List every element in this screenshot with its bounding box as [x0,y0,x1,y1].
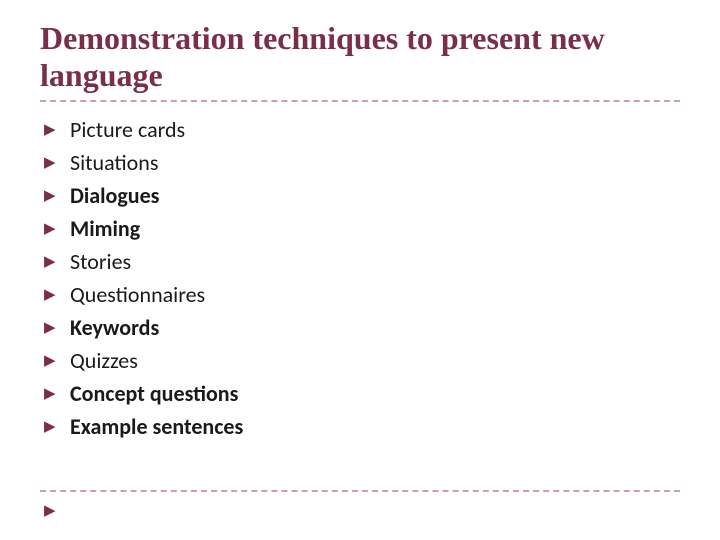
list-item: ▶ Situations [44,149,680,176]
list-item: ▶ Picture cards [44,116,680,143]
list-item: ▶ Quizzes [44,347,680,374]
list-item: ▶ Stories [44,248,680,275]
list-item: ▶ Concept questions [44,380,680,407]
techniques-list: ▶ Picture cards ▶ Situations ▶ Dialogues… [40,116,680,440]
bullet-icon: ▶ [44,186,56,205]
bullet-icon: ▶ [44,501,56,520]
list-item: ▶ Questionnaires [44,281,680,308]
list-item-label: Miming [70,215,140,242]
bullet-icon: ▶ [44,219,56,238]
bullet-icon: ▶ [44,318,56,337]
list-item-label: Situations [70,149,158,176]
bullet-icon: ▶ [44,285,56,304]
list-item: ▶ Miming [44,215,680,242]
bottom-divider [40,490,680,492]
bullet-icon: ▶ [44,153,56,172]
bullet-icon: ▶ [44,252,56,271]
list-item-label: Questionnaires [70,281,205,308]
bullet-icon: ▶ [44,417,56,436]
bullet-icon: ▶ [44,351,56,370]
bullet-icon: ▶ [44,120,56,139]
list-item-label: Example sentences [70,413,243,440]
list-item: ▶ Example sentences [44,413,680,440]
list-item-label: Dialogues [70,182,159,209]
list-item: ▶ Dialogues [44,182,680,209]
list-item-label: Stories [70,248,131,275]
list-item-label: Concept questions [70,380,238,407]
bullet-icon: ▶ [44,384,56,403]
title-divider [40,100,680,102]
list-item-label: Quizzes [70,347,138,374]
list-item-label: Picture cards [70,116,185,143]
list-item: ▶ Keywords [44,314,680,341]
page-title: Demonstration techniques to present new … [40,20,680,94]
list-item-label: Keywords [70,314,159,341]
